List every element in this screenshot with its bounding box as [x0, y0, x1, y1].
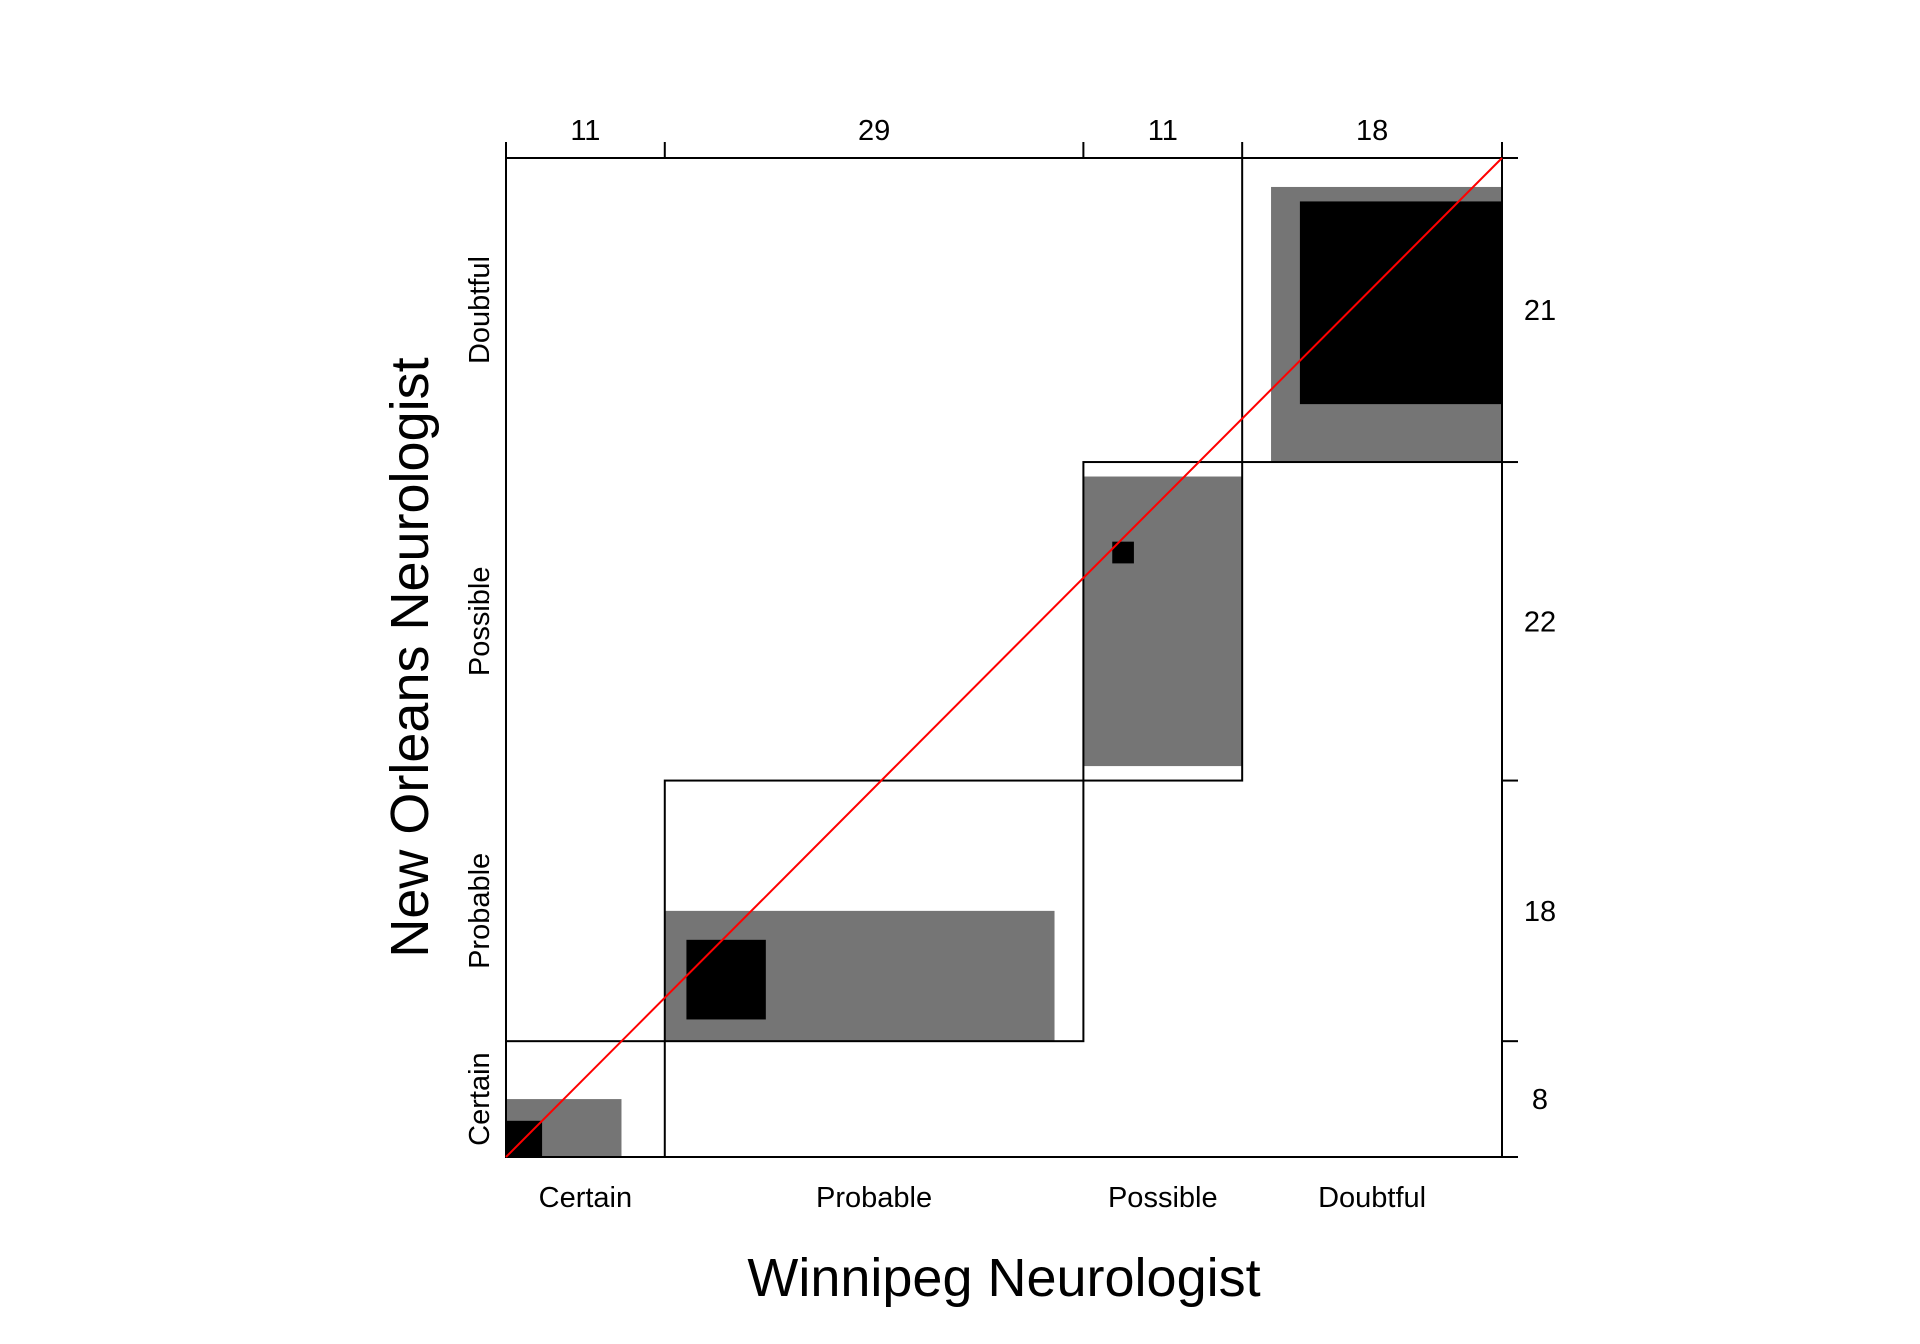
box-probable — [663, 779, 1085, 1043]
col-total-possible: 11 — [1148, 115, 1178, 147]
row-total-probable: 18 — [1524, 896, 1556, 928]
diagonal-reference-line — [505, 157, 1503, 1158]
col-total-certain: 11 — [570, 115, 600, 147]
x-tick-label-doubtful: Doubtful — [1318, 1182, 1426, 1214]
labels-layer: Certain 11 Certain 8 Probable 29 Probable 18 Pos… — [464, 115, 1556, 1214]
partial-agreement-possible — [1083, 476, 1243, 767]
y-axis-title: New Orleans Neurologist — [380, 357, 440, 957]
box-possible — [1082, 461, 1244, 782]
exact-agreement-probable — [686, 939, 766, 1020]
x-axis-title: Winnipeg Neurologist — [747, 1248, 1260, 1308]
exact-agreement-possible — [1112, 541, 1134, 564]
x-tick-label-certain: Certain — [539, 1182, 633, 1214]
axes-frame — [505, 142, 1518, 1158]
y-tick-label-doubtful: Doubtful — [464, 256, 496, 364]
col-total-doubtful: 18 — [1356, 115, 1388, 147]
exact-agreement-layer — [506, 201, 1502, 1157]
row-total-possible: 22 — [1524, 606, 1556, 638]
y-tick-label-possible: Possible — [464, 566, 496, 676]
y-tick-label-probable: Probable — [464, 853, 496, 969]
x-tick-label-possible: Possible — [1108, 1182, 1218, 1214]
y-tick-label-certain: Certain — [464, 1052, 496, 1146]
x-tick-label-probable: Probable — [816, 1182, 932, 1214]
col-total-probable: 29 — [858, 115, 890, 147]
exact-agreement-doubtful — [1299, 201, 1502, 405]
row-total-doubtful: 21 — [1524, 295, 1556, 327]
row-total-certain: 8 — [1532, 1084, 1548, 1116]
